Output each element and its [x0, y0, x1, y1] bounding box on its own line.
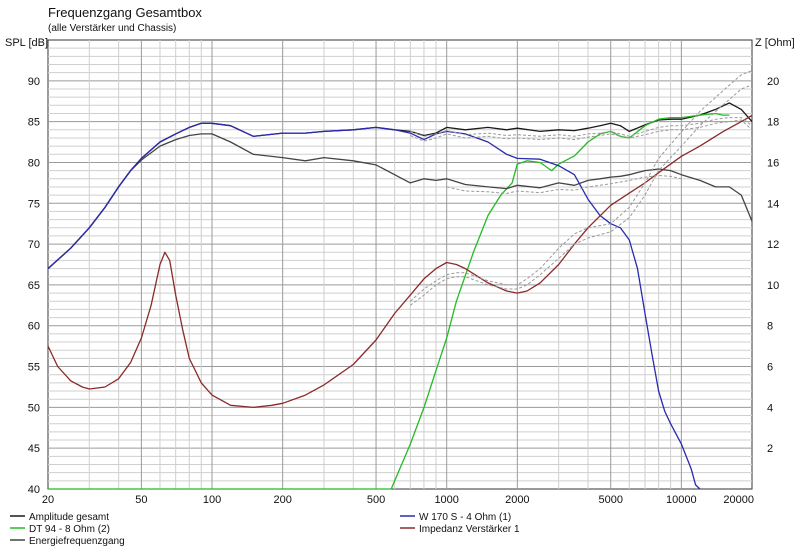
tick-layer: 40 45 50 55 60 65 70 75 80 85 90 2 4 6 8 10 12 14 16 18 20 20… — [28, 76, 780, 506]
y-tick-label-right: 6 — [767, 362, 773, 374]
y-tick-label-right: 10 — [767, 280, 779, 292]
y-tick-label-left: 80 — [28, 157, 40, 169]
y-tick-label-right: 4 — [767, 402, 773, 414]
y-tick-label-left: 60 — [28, 321, 40, 333]
y-tick-label-left: 85 — [28, 117, 40, 129]
y-tick-label-left: 75 — [28, 198, 40, 210]
legend-label: DT 94 - 8 Ohm (2) — [29, 524, 110, 535]
legend-label: Amplitude gesamt — [29, 512, 109, 523]
y-axis-label-left: SPL [dB] — [5, 37, 48, 49]
y-tick-label-right: 8 — [767, 321, 773, 333]
y-tick-label-left: 90 — [28, 76, 40, 88]
x-tick-label: 20000 — [723, 494, 754, 506]
y-tick-label-left: 50 — [28, 402, 40, 414]
x-tick-label: 100 — [203, 494, 221, 506]
series-line-energiefrequenzgang — [47, 133, 753, 270]
plot-area — [47, 39, 753, 490]
legend-label: W 170 S - 4 Ohm (1) — [419, 512, 511, 523]
y-tick-label-right: 12 — [767, 239, 779, 251]
y-axis-label-right: Z [Ohm] — [755, 37, 795, 49]
series-line-reference-8 — [409, 70, 753, 302]
series-line-reference-9 — [410, 84, 753, 306]
series-line-impedanz-verst-rker-1 — [47, 114, 753, 409]
x-tick-label: 200 — [273, 494, 291, 506]
x-tick-label: 5000 — [598, 494, 622, 506]
series-line-reference-5 — [410, 117, 753, 137]
legend-label: Energiefrequenzgang — [29, 536, 125, 547]
y-tick-label-left: 45 — [28, 443, 40, 455]
grid — [47, 39, 753, 490]
chart-subtitle: (alle Verstärker und Chassis) — [48, 23, 176, 34]
series-layer — [47, 70, 753, 490]
legend-label: Impedanz Verstärker 1 — [419, 524, 520, 535]
y-tick-label-right: 20 — [767, 76, 779, 88]
y-tick-label-right: 14 — [767, 198, 779, 210]
series-line-reference-7 — [446, 175, 682, 194]
legend: Amplitude gesamt W 170 S - 4 Ohm (1) DT 94… — [10, 512, 520, 547]
y-tick-label-left: 70 — [28, 239, 40, 251]
chart-title: Frequenzgang Gesamtbox — [48, 5, 202, 20]
y-tick-label-left: 40 — [28, 484, 40, 496]
y-tick-label-left: 55 — [28, 362, 40, 374]
x-tick-label: 50 — [135, 494, 147, 506]
y-tick-label-right: 16 — [767, 157, 779, 169]
series-line-reference-6 — [410, 119, 753, 142]
x-tick-label: 2000 — [505, 494, 529, 506]
y-tick-label-right: 2 — [767, 443, 773, 455]
x-tick-label: 1000 — [434, 494, 458, 506]
x-tick-label: 500 — [367, 494, 385, 506]
y-tick-label-left: 65 — [28, 280, 40, 292]
y-tick-label-right: 18 — [767, 117, 779, 129]
x-tick-label: 20 — [42, 494, 54, 506]
x-tick-label: 10000 — [666, 494, 697, 506]
series-line-dt-94-8-ohm-2 — [48, 112, 730, 490]
